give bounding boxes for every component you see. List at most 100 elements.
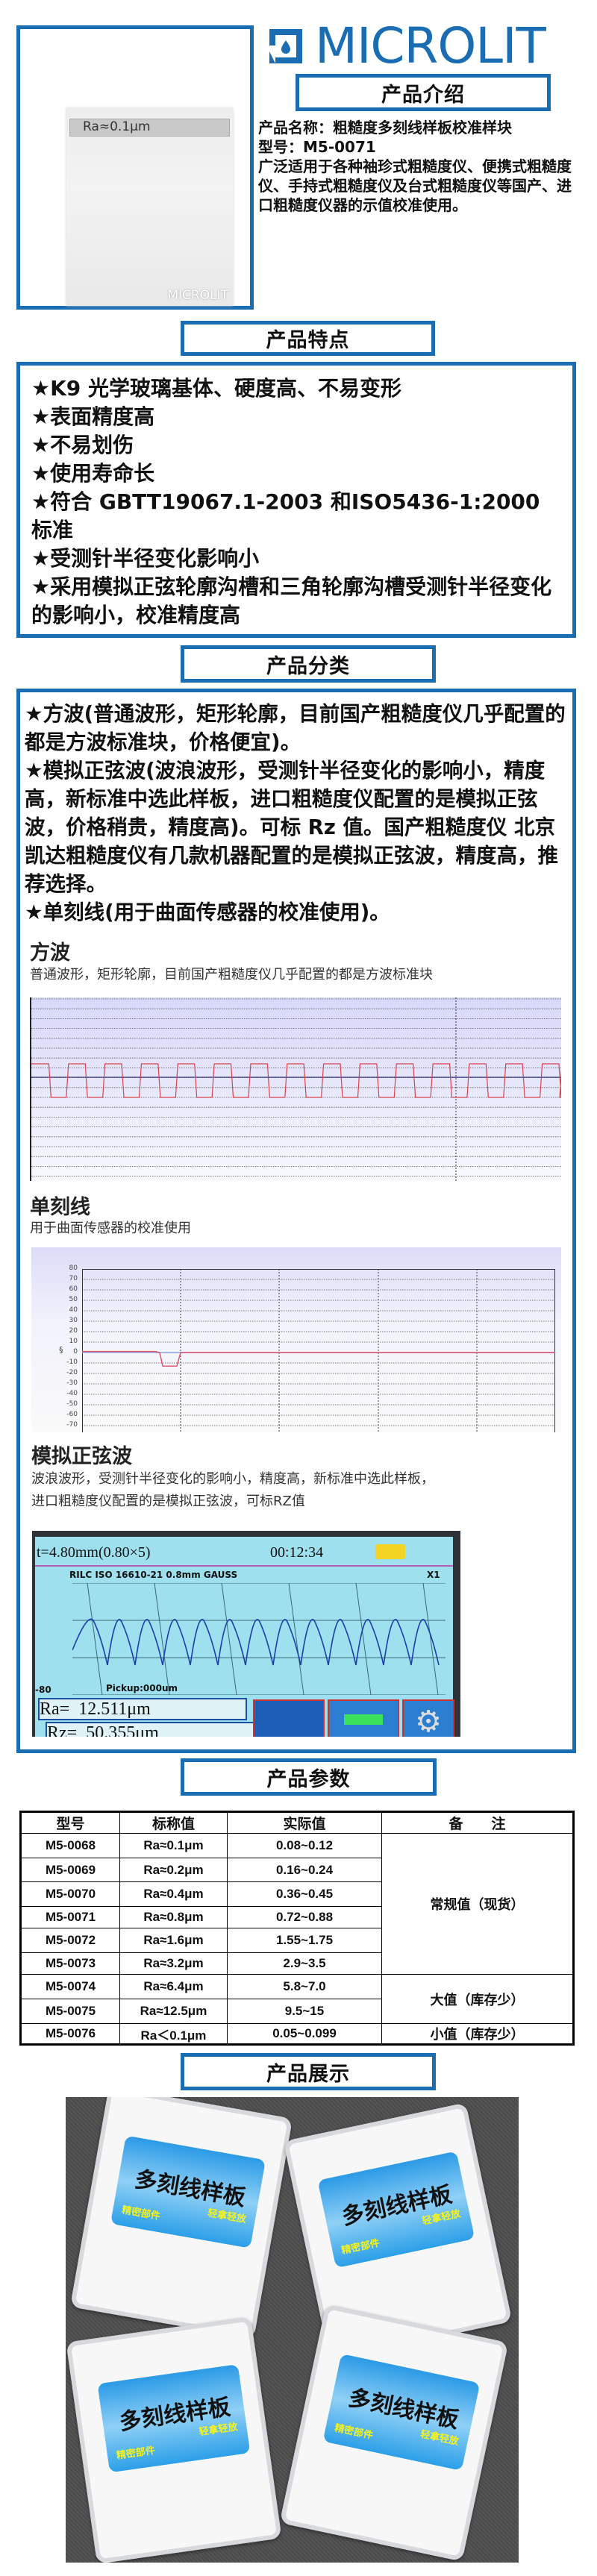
screen-ymin: -80 <box>35 1685 51 1695</box>
actual-cell: 5.8~7.0 <box>227 1974 382 1999</box>
square-wave-desc: 普通波形，矩形轮廓，目前国产粗糙度仪几乎配置的都是方波标准块 <box>30 967 433 983</box>
table-header-row: 型号 标称值 实际值 备 注 <box>20 1811 574 1834</box>
table-row: M5-0076 Ra＜0.1μm 0.05~0.099 小值（库存少） <box>20 2023 574 2045</box>
model-cell: M5-0074 <box>20 1974 120 1999</box>
section-title-categories: 产品分类 <box>181 645 436 683</box>
product-description: 广泛适用于各种袖珍式粗糙度仪、便携式粗糙度仪、手持式粗糙度仪及台式粗糙度仪等国产… <box>258 157 572 214</box>
section-title-features: 产品特点 <box>181 321 435 356</box>
nominal-cell: Ra≈3.2μm <box>119 1952 228 1975</box>
model-cell: M5-0071 <box>20 1906 120 1928</box>
section-title-display: 产品展示 <box>181 2053 436 2090</box>
model-cell: M5-0069 <box>20 1858 120 1882</box>
sine-wave-trace <box>72 1618 440 1666</box>
y-tick-label: -70 <box>66 1421 78 1429</box>
screen-scale: X1 <box>427 1570 440 1580</box>
actual-cell: 9.5~15 <box>227 1999 382 2024</box>
table-row: M5-0070 Ra≈0.4μm 0.36~0.45 <box>20 1881 574 1907</box>
box-tag: 精密部件 <box>340 2237 381 2257</box>
sine-wave-desc-2: 进口粗糙度仪配置的是模拟正弦波，可标RZ值 <box>31 1494 305 1509</box>
screen-gridline <box>422 1583 439 1695</box>
feature-item: ★采用模拟正弦轮廓沟槽和三角轮廓沟槽受测针半径变化的影响小，校准精度高 <box>31 574 552 627</box>
slide-logo: MICROLIT <box>167 288 228 303</box>
col-header: 实际值 <box>227 1811 382 1834</box>
table-row: M5-0068 Ra≈0.1μm 0.08~0.12 常规值（现货） <box>20 1833 574 1975</box>
y-tick-label: 60 <box>69 1285 78 1293</box>
print-icon <box>328 1699 399 1737</box>
y-tick-label: -20 <box>66 1369 78 1376</box>
box-tag: 精密部件 <box>333 2422 374 2442</box>
screen-ra-value: Ra= 12.511μm <box>40 1699 151 1719</box>
screen-gridline <box>154 1583 170 1695</box>
screen-length: t=4.80mm(0.80×5) <box>37 1544 151 1561</box>
model-cell: M5-0070 <box>20 1881 120 1907</box>
intro-text: 产品名称：粗糙度多刻线样板校准样块 型号：M5-0071 广泛适用于各种袖珍式粗… <box>258 118 579 215</box>
table-row: M5-0072 Ra≈1.6μm 1.55~1.75 <box>20 1928 574 1953</box>
screen-filter: RILC ISO 16610-21 0.8mm GAUSS <box>69 1570 238 1580</box>
battery-icon <box>375 1544 405 1559</box>
screen-gridline <box>87 1583 103 1695</box>
logo-mark-icon <box>269 29 302 63</box>
nominal-cell: Ra≈0.8μm <box>119 1906 228 1928</box>
y-tick-label: 80 <box>69 1265 78 1272</box>
brand-logo: MICROLIT <box>267 17 546 75</box>
settings-icon: ⚙ <box>402 1699 454 1737</box>
actual-cell: 1.55~1.75 <box>227 1928 382 1953</box>
single-line-heading: 单刻线 <box>30 1196 90 1219</box>
model-cell: M5-0072 <box>20 1928 120 1953</box>
nominal-cell: Ra≈0.1μm <box>119 1833 228 1858</box>
screen-rz-value: Rz= 50.355μm <box>47 1723 159 1737</box>
feature-item: ★K9 光学玻璃基体、硬度高、不易变形 <box>31 376 402 401</box>
y-axis-unit: § <box>59 1345 63 1355</box>
glass-slide-photo: Ra≈0.1μm MICROLIT <box>66 108 233 306</box>
plot-frame <box>82 1269 555 1432</box>
feature-item: ★使用寿命长 <box>31 461 155 486</box>
product-name: 产品名称：粗糙度多刻线样板校准样块 <box>258 119 512 137</box>
product-image-frame: Ra≈0.1μm MICROLIT <box>16 25 254 310</box>
model-cell: M5-0073 <box>20 1952 120 1975</box>
screen-pickup: Pickup:000um <box>106 1683 178 1693</box>
brand-name: MICROLIT <box>315 17 546 75</box>
col-header: 备 注 <box>381 1811 574 1834</box>
nominal-cell: Ra≈0.2μm <box>119 1858 228 1882</box>
y-tick-label: 30 <box>69 1317 78 1324</box>
y-tick-label: 10 <box>69 1338 78 1345</box>
roughness-tester-screen-photo: t=4.80mm(0.80×5) 00:12:34 RILC ISO 16610… <box>32 1531 460 1737</box>
feature-item: ★符合 GBTT19067.1-2003 和ISO5436-1:2000 标准 <box>31 489 540 542</box>
y-tick-label: 40 <box>69 1306 78 1314</box>
chart-background <box>30 997 561 1181</box>
sine-wave-heading: 模拟正弦波 <box>31 1445 132 1468</box>
square-wave-chart <box>30 997 561 1181</box>
actual-cell: 2.9~3.5 <box>227 1952 382 1975</box>
screen-gridline <box>355 1583 372 1695</box>
col-header: 型号 <box>20 1811 120 1834</box>
table-row: M5-0069 Ra≈0.2μm 0.16~0.24 <box>20 1858 574 1882</box>
y-tick-label: -30 <box>66 1379 78 1387</box>
y-tick-label: 20 <box>69 1327 78 1335</box>
y-tick-label: 50 <box>69 1296 78 1303</box>
nominal-cell: Ra≈6.4μm <box>119 1974 228 1999</box>
table-row: M5-0074 Ra≈6.4μm 5.8~7.0 大值（库存少） <box>20 1974 574 2024</box>
note-cell: 小值（库存少） <box>381 2023 574 2045</box>
y-tick-label: -40 <box>66 1390 78 1397</box>
product-model: 型号：M5-0071 <box>258 138 376 156</box>
nominal-cell: Ra≈0.4μm <box>119 1881 228 1907</box>
square-wave-line <box>31 1063 561 1098</box>
screen-gridline <box>221 1583 237 1695</box>
profile-line <box>82 1350 555 1367</box>
table-row: M5-0075 Ra≈12.5μm 9.5~15 <box>20 1999 574 2024</box>
square-wave-heading: 方波 <box>30 941 70 965</box>
actual-cell: 0.05~0.099 <box>227 2023 382 2045</box>
feature-item: ★不易划伤 <box>31 433 134 457</box>
actual-cell: 0.08~0.12 <box>227 1833 382 1858</box>
nominal-cell: Ra≈12.5μm <box>119 1999 228 2024</box>
box-tag: 精密部件 <box>121 2204 161 2223</box>
slide-label: Ra≈0.1μm <box>83 119 151 134</box>
box-title: 多刻线样板 <box>132 2166 248 2212</box>
y-tick-label: 70 <box>69 1275 78 1282</box>
table-row: M5-0071 Ra≈0.8μm 0.72~0.88 <box>20 1906 574 1928</box>
sine-wave-desc-1: 波浪波形，受测针半径变化的影响小，精度高，新标准中选此样板， <box>31 1471 434 1487</box>
nominal-cell: Ra≈1.6μm <box>119 1928 228 1953</box>
category-single-line: ★单刻线(用于曲面传感器的校准使用)。 <box>25 900 390 924</box>
y-tick-label: 0 <box>73 1348 78 1356</box>
actual-cell: 0.36~0.45 <box>227 1881 382 1907</box>
